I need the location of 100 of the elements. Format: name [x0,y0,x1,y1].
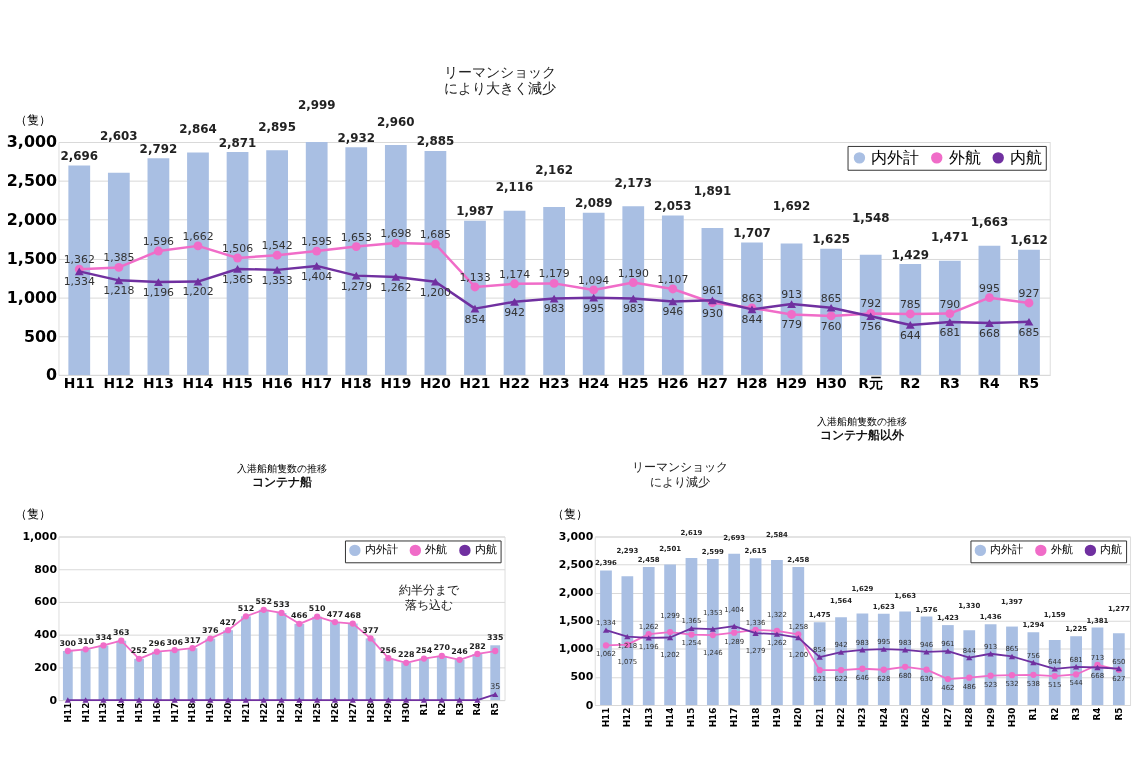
x-tick-label: H28 [736,375,768,392]
data-label: 376 [202,626,220,636]
data-label: 1,262 [380,280,412,294]
y-tick-label: 200 [34,660,58,674]
data-label: 681 [939,325,961,339]
x-tick-label: H30 [401,702,412,723]
legend-label: 内航 [1100,543,1123,557]
data-label: 35 [490,681,501,691]
data-label: 2,089 [574,196,613,211]
y-tick-label: 3,000 [558,529,594,543]
data-label: 1,365 [221,272,254,286]
data-label: 1,334 [63,275,95,289]
data-label: 995 [979,281,1000,295]
data-label: 1,698 [380,227,412,241]
x-tick-label: R4 [472,702,483,716]
y-tick-label: 600 [34,595,58,609]
x-tick-label: R3 [1071,707,1082,721]
data-label: 427 [219,617,237,627]
x-tick-label: R3 [454,702,465,716]
data-label: 1,662 [182,229,214,243]
data-label: 270 [433,643,451,653]
x-tick-label: H11 [62,702,73,723]
x-tick-label: H20 [793,707,804,728]
x-tick-label: H23 [857,707,868,728]
data-label: 983 [543,302,565,316]
data-label: 466 [291,611,309,621]
data-label: 1,596 [142,235,175,249]
annotation: 約半分まで落ち込む [398,583,460,613]
x-tick-label: R3 [939,375,960,392]
data-label: 1,506 [221,242,254,256]
data-label: 668 [979,326,1000,340]
data-label: 792 [860,297,882,311]
x-tick-label: H24 [578,375,610,392]
data-label: 1,542 [261,239,293,253]
x-tick-label: R2 [1049,707,1060,721]
data-label: 296 [148,639,166,649]
x-tick-label: H13 [142,375,174,392]
data-label: 1,133 [459,271,491,285]
data-label: 2,792 [139,141,178,156]
y-tick-label: 0 [45,365,57,385]
y-tick-label: 800 [34,562,58,576]
data-label: 254 [415,646,433,656]
x-tick-label: H22 [499,375,530,392]
legend-label: 外航 [1050,543,1073,557]
legend-label: 内航 [1010,147,1043,167]
y-tick-label: 500 [23,326,57,346]
chart-subtitle: コンテナ船 [251,474,312,489]
y-tick-label: 1,500 [558,614,594,628]
x-tick-label: H24 [878,707,889,728]
data-label: 995 [583,301,605,315]
data-label: 1,200 [419,285,452,299]
data-label: 2,603 [100,128,138,143]
data-label: 306 [166,637,184,647]
x-tick-label: H29 [776,375,807,392]
x-tick-label: R5 [1113,707,1124,721]
x-tick-label: H11 [63,375,95,392]
y-tick-label: 2,500 [6,171,57,191]
legend-label: 外航 [948,147,981,167]
data-label: 1,612 [1010,233,1048,248]
data-label: 865 [820,291,842,305]
data-label: 2,116 [495,180,534,195]
data-label: 1,625 [812,232,850,247]
data-label: 2,885 [416,134,455,149]
legend-label: 内外計 [364,543,398,557]
x-tick-label: H29 [985,707,996,728]
data-label: 854 [464,312,486,326]
data-label: 1,385 [103,251,135,265]
x-tick-label: R5 [1018,375,1040,392]
x-tick-label: H15 [134,702,145,723]
x-tick-label: H30 [1006,707,1017,728]
x-tick-label: H21 [459,375,491,392]
data-label: 1,891 [693,183,732,198]
data-label: 510 [308,604,326,614]
data-label: 468 [344,611,362,621]
legend-label: 外航 [425,543,448,557]
data-label: 533 [273,600,290,610]
x-tick-label: H29 [383,702,394,723]
data-label: 300 [59,638,77,648]
y-tick-label: 1,000 [6,287,57,307]
y-tick-label: 3,000 [6,132,57,152]
x-tick-label: H12 [80,702,91,723]
x-tick-label: H12 [622,707,633,728]
data-label: 1,179 [538,267,570,281]
x-tick-label: R1 [1028,707,1039,721]
x-tick-label: H30 [815,375,847,392]
y-tick-label: 2,000 [6,210,57,230]
x-tick-label: H18 [340,375,372,392]
data-label: 1,107 [657,273,689,287]
data-label: 844 [741,313,763,327]
y-tick-label: 500 [570,670,594,684]
data-label: 2,162 [535,162,573,177]
x-tick-label: H16 [707,707,718,728]
x-tick-label: H27 [347,702,358,723]
chart-title: 入港船舶隻数の推移 [236,463,327,475]
x-tick-label: H13 [98,702,109,723]
x-tick-label: R5 [490,702,501,716]
text: リーマンショックにより大きく減少 [443,63,556,97]
x-tick-label: H20 [419,375,451,392]
x-tick-label: H19 [380,375,412,392]
data-label: 2,173 [614,175,653,190]
